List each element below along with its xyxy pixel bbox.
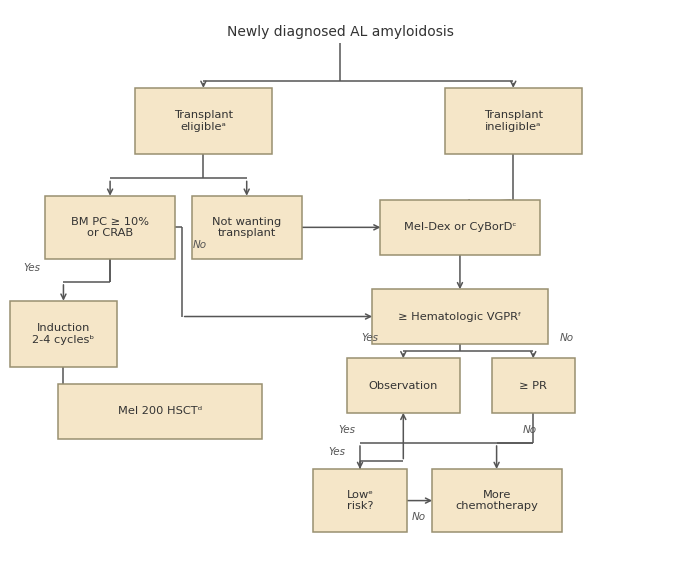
Text: Transplant
ineligibleᵃ: Transplant ineligibleᵃ <box>483 110 543 131</box>
Text: BM PC ≥ 10%
or CRAB: BM PC ≥ 10% or CRAB <box>71 217 149 238</box>
Text: Yes: Yes <box>362 333 379 343</box>
Text: ≥ Hematologic VGPRᶠ: ≥ Hematologic VGPRᶠ <box>398 312 522 322</box>
Text: Lowᵉ
risk?: Lowᵉ risk? <box>347 490 373 511</box>
FancyBboxPatch shape <box>58 384 262 438</box>
Text: No: No <box>192 239 207 249</box>
FancyBboxPatch shape <box>432 469 562 532</box>
Text: Yes: Yes <box>338 426 355 436</box>
Text: Not wanting
transplant: Not wanting transplant <box>212 217 282 238</box>
Text: Induction
2-4 cyclesᵇ: Induction 2-4 cyclesᵇ <box>33 323 95 345</box>
Text: No: No <box>560 333 574 343</box>
FancyBboxPatch shape <box>372 289 548 344</box>
Text: No: No <box>412 512 426 522</box>
FancyBboxPatch shape <box>10 301 117 367</box>
FancyBboxPatch shape <box>492 358 575 413</box>
FancyBboxPatch shape <box>192 195 302 259</box>
Text: Yes: Yes <box>328 447 345 457</box>
FancyBboxPatch shape <box>135 88 272 154</box>
Text: No: No <box>523 426 537 436</box>
FancyBboxPatch shape <box>313 469 407 532</box>
Text: Mel 200 HSCTᵈ: Mel 200 HSCTᵈ <box>118 406 202 416</box>
Text: Newly diagnosed AL amyloidosis: Newly diagnosed AL amyloidosis <box>226 25 454 39</box>
Text: Mel-Dex or CyBorDᶜ: Mel-Dex or CyBorDᶜ <box>404 222 516 232</box>
Text: ≥ PR: ≥ PR <box>520 380 547 390</box>
Text: Observation: Observation <box>369 380 438 390</box>
FancyBboxPatch shape <box>380 200 540 255</box>
FancyBboxPatch shape <box>45 195 175 259</box>
FancyBboxPatch shape <box>445 88 581 154</box>
FancyBboxPatch shape <box>347 358 460 413</box>
Text: Yes: Yes <box>23 262 40 272</box>
Text: Transplant
eligibleᵃ: Transplant eligibleᵃ <box>174 110 233 131</box>
Text: More
chemotherapy: More chemotherapy <box>455 490 538 511</box>
